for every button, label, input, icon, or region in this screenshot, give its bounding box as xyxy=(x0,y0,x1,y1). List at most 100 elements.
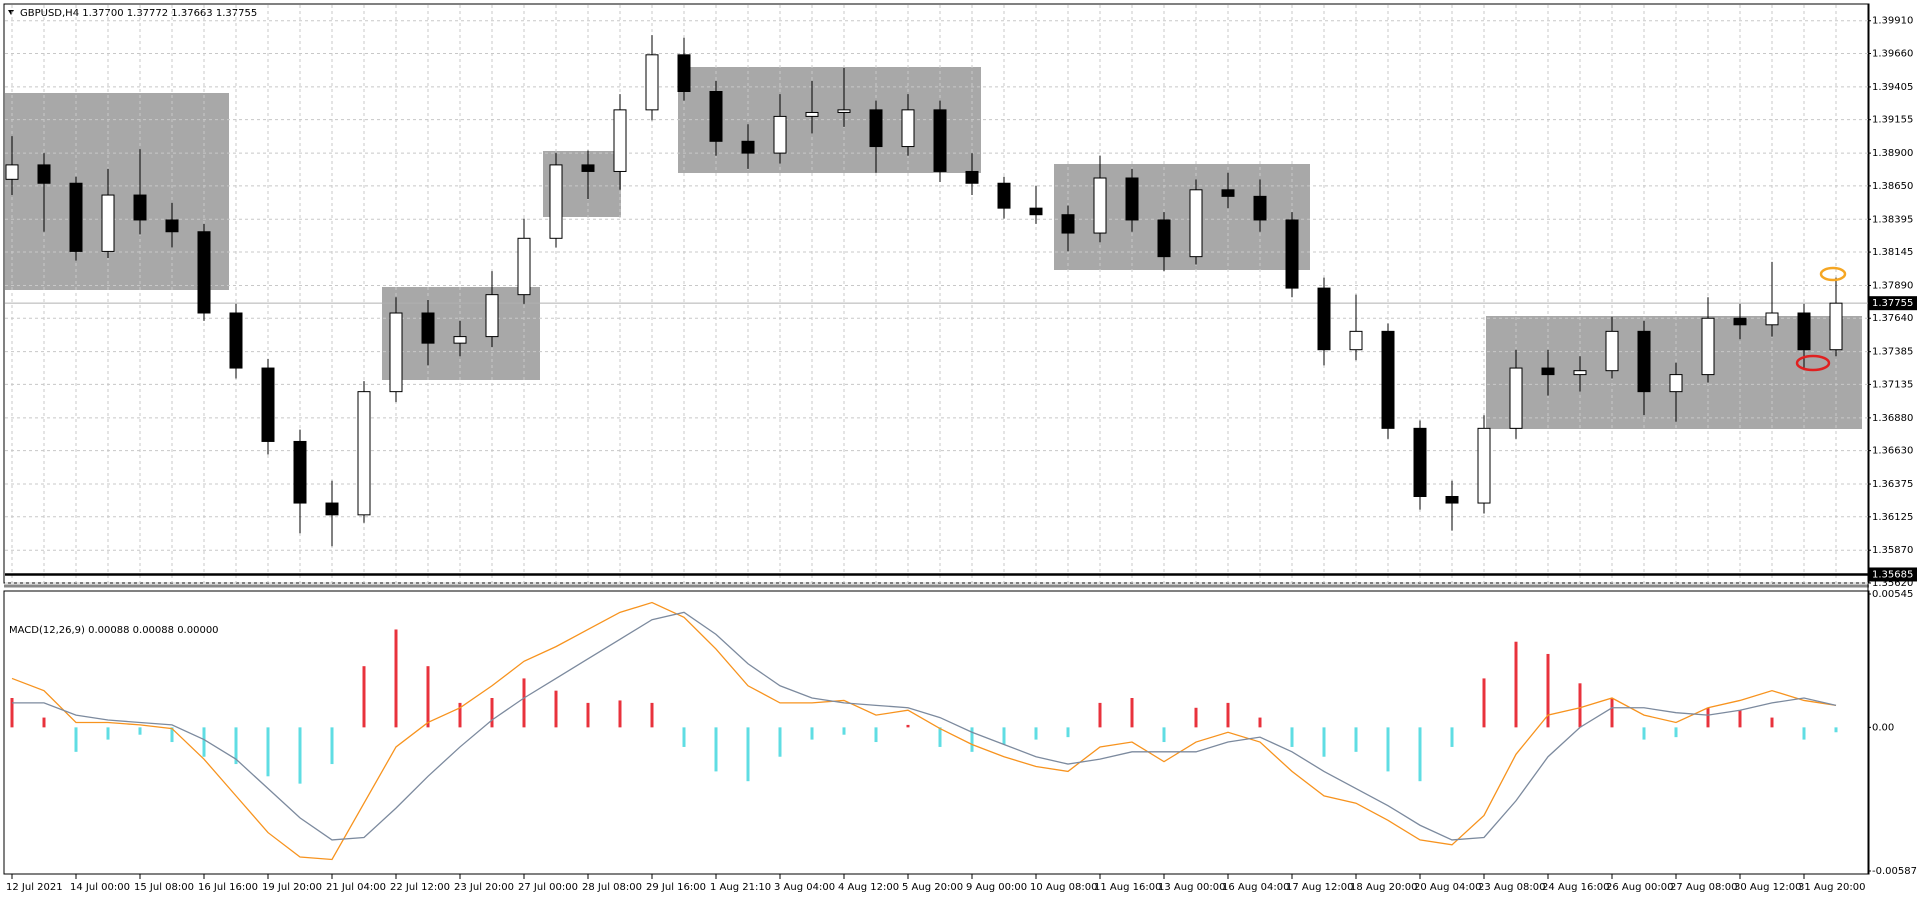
x-tick-label: 23 Aug 08:00 xyxy=(1478,882,1545,893)
y-tick-label: 1.37385 xyxy=(1872,347,1913,358)
macd-histogram-bar xyxy=(1322,727,1326,757)
macd-histogram-bar xyxy=(458,702,462,728)
x-tick-label: 15 Jul 08:00 xyxy=(134,882,194,893)
macd-histogram-bar xyxy=(1386,727,1390,772)
candle-body xyxy=(197,231,211,314)
candle-body xyxy=(869,109,883,148)
current-price-label: 1.37755 xyxy=(1872,298,1913,309)
level-box xyxy=(1869,567,1917,582)
highlight-ellipse xyxy=(1819,266,1847,282)
candle-body xyxy=(1125,177,1139,221)
macd-histogram-bar xyxy=(970,727,974,752)
y-tick-label: 1.36375 xyxy=(1872,479,1913,490)
candle-body xyxy=(1669,374,1683,393)
macd-histogram-bar xyxy=(1674,727,1678,738)
macd-histogram-bar xyxy=(106,727,110,740)
candle-body xyxy=(549,164,563,239)
x-tick-label: 16 Jul 16:00 xyxy=(198,882,258,893)
candle-body xyxy=(1413,427,1427,497)
candle-body xyxy=(741,140,755,154)
macd-histogram-bar xyxy=(1290,727,1294,747)
x-tick-label: 19 Jul 20:00 xyxy=(262,882,322,893)
y-tick-label: 0.00545 xyxy=(1872,589,1913,600)
macd-histogram-bar xyxy=(1610,697,1614,728)
macd-histogram-bar xyxy=(650,702,654,728)
y-tick-label: 1.37135 xyxy=(1872,379,1913,390)
candle-body xyxy=(1061,214,1075,234)
candle-body xyxy=(1381,330,1395,429)
macd-histogram-bar xyxy=(1002,727,1006,745)
y-tick-label: 1.39405 xyxy=(1872,82,1913,93)
y-tick-label: 1.35870 xyxy=(1872,545,1913,556)
candle-body xyxy=(1317,287,1331,351)
y-tick-label: 1.35620 xyxy=(1872,578,1913,589)
candle-body xyxy=(421,312,435,344)
macd-histogram-bar xyxy=(490,697,494,728)
macd-histogram-bar xyxy=(522,678,526,728)
x-tick-label: 10 Aug 08:00 xyxy=(1030,882,1097,893)
macd-histogram-bar xyxy=(1258,717,1262,728)
macd-histogram-bar xyxy=(1514,641,1518,728)
zone-box xyxy=(382,287,540,380)
macd-histogram-bar xyxy=(298,727,302,784)
macd-histogram-bar xyxy=(906,724,910,728)
x-tick-label: 17 Aug 12:00 xyxy=(1286,882,1353,893)
macd-histogram-bar xyxy=(1770,717,1774,728)
macd-histogram-bar xyxy=(714,727,718,772)
y-tick-label: 1.39155 xyxy=(1872,115,1913,126)
candle-body xyxy=(5,164,19,180)
x-tick-label: 22 Jul 12:00 xyxy=(390,882,450,893)
macd-histogram-bar xyxy=(362,666,366,728)
candle-body xyxy=(517,237,531,296)
macd-histogram-bar xyxy=(874,727,878,743)
zones xyxy=(5,67,1862,429)
x-tick-label: 30 Aug 12:00 xyxy=(1734,882,1801,893)
candle-body xyxy=(37,164,51,184)
candle-body xyxy=(933,109,947,172)
candle-body xyxy=(485,294,499,338)
x-tick-label: 26 Aug 00:00 xyxy=(1606,882,1673,893)
macd-histogram-bar xyxy=(586,702,590,728)
candle-body xyxy=(1829,302,1843,351)
candle-body xyxy=(1701,317,1715,376)
macd-line xyxy=(11,601,1837,861)
macd-histogram-bar xyxy=(1066,727,1070,738)
y-tick-label: 1.38145 xyxy=(1872,247,1913,258)
candle-body xyxy=(261,367,275,442)
macd-histogram-bar xyxy=(842,727,846,735)
y-tick-label: 0.00 xyxy=(1872,722,1894,733)
macd-histogram-bar xyxy=(1098,702,1102,728)
x-tick-label: 9 Aug 00:00 xyxy=(966,882,1027,893)
candle-body xyxy=(1637,330,1651,393)
x-tick-label: 14 Jul 00:00 xyxy=(70,882,130,893)
candle-body xyxy=(1285,219,1299,289)
candle-body xyxy=(773,115,787,154)
candle-body xyxy=(1573,370,1587,376)
x-tick-label: 4 Aug 12:00 xyxy=(838,882,899,893)
y-tick-label: 1.38395 xyxy=(1872,214,1913,225)
candle-body xyxy=(613,109,627,172)
y-tick-label: 1.38650 xyxy=(1872,181,1913,192)
macd-histogram-bar xyxy=(266,727,270,777)
macd-panel-frame xyxy=(3,590,1870,875)
plot-layer: 1.39910 1.39660 1.39405 1.39155 1.38900 1.386… xyxy=(5,4,1917,893)
x-tick-label: 20 Aug 04:00 xyxy=(1414,882,1481,893)
candle-body xyxy=(293,440,307,504)
candle-body xyxy=(357,391,371,516)
macd-histogram-bar xyxy=(1034,727,1038,740)
macd-line xyxy=(12,611,1837,841)
macd-histogram-bar xyxy=(234,727,238,765)
candle-body xyxy=(1093,177,1107,234)
candle-body xyxy=(1445,495,1459,504)
candle-body xyxy=(677,54,691,93)
current-price-box xyxy=(1869,296,1917,311)
candle-body xyxy=(965,170,979,184)
macd-histogram-bar xyxy=(202,727,206,757)
macd-histogram-bar xyxy=(1482,678,1486,728)
macd-histogram-bar xyxy=(746,727,750,782)
candle-body xyxy=(997,182,1011,209)
macd-histogram-bar xyxy=(1802,727,1806,740)
y-tick-label: 1.38900 xyxy=(1872,148,1913,159)
